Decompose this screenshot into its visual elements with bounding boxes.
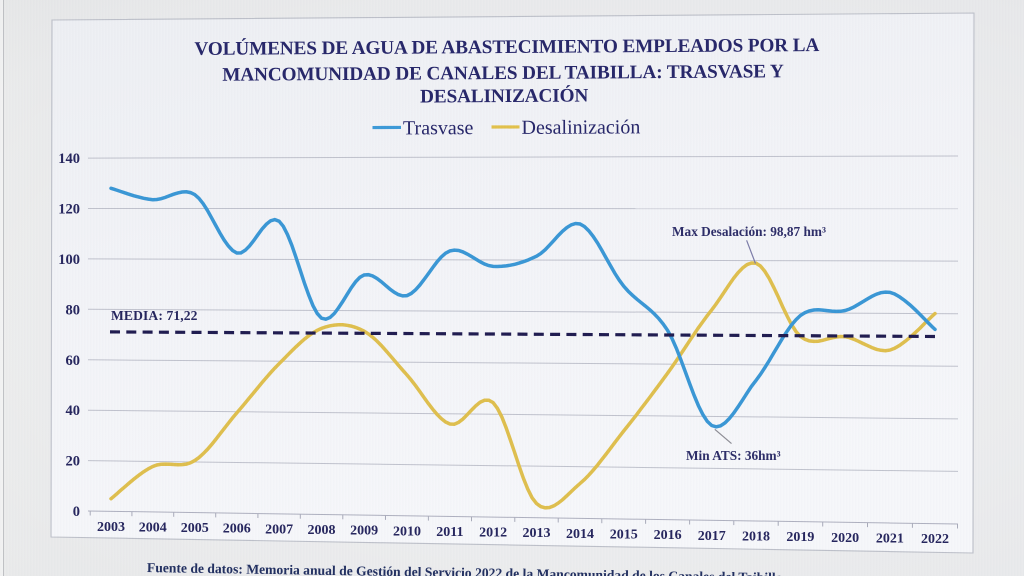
svg-text:2011: 2011: [436, 525, 463, 540]
svg-text:MEDIA: 71,22: MEDIA: 71,22: [111, 308, 198, 323]
svg-text:120: 120: [58, 202, 80, 218]
svg-text:2020: 2020: [831, 531, 859, 546]
svg-text:20: 20: [66, 454, 81, 470]
svg-text:40: 40: [66, 403, 81, 419]
svg-text:80: 80: [66, 302, 81, 318]
svg-text:2017: 2017: [698, 529, 726, 544]
svg-text:2010: 2010: [393, 524, 421, 539]
svg-text:Max Desalación: 98,87 hm³: Max Desalación: 98,87 hm³: [672, 224, 826, 239]
svg-text:2004: 2004: [139, 521, 167, 536]
svg-text:2008: 2008: [308, 523, 336, 538]
svg-text:VOLÚMENES DE AGUA DE ABASTECIM: VOLÚMENES DE AGUA DE ABASTECIMIENTO EMPL…: [194, 34, 819, 60]
svg-text:2014: 2014: [566, 527, 594, 542]
svg-text:2009: 2009: [350, 524, 378, 539]
svg-text:Desalinización: Desalinización: [521, 116, 640, 139]
svg-text:DESALINIZACIÓN: DESALINIZACIÓN: [420, 85, 589, 108]
svg-text:140: 140: [58, 151, 80, 167]
svg-text:2005: 2005: [181, 521, 209, 536]
svg-text:Trasvase: Trasvase: [403, 117, 474, 139]
svg-text:100: 100: [58, 252, 80, 268]
svg-text:2019: 2019: [786, 530, 814, 545]
svg-text:60: 60: [66, 353, 81, 369]
svg-text:2006: 2006: [223, 522, 251, 537]
svg-text:2003: 2003: [97, 520, 125, 535]
svg-text:Min ATS: 36hm³: Min ATS: 36hm³: [686, 448, 781, 463]
svg-text:Fuente de datos: Memoria anual: Fuente de datos: Memoria anual de Gestió…: [147, 560, 783, 576]
svg-text:2016: 2016: [654, 528, 682, 543]
svg-text:2007: 2007: [265, 522, 293, 537]
svg-text:2012: 2012: [479, 526, 507, 541]
svg-text:2013: 2013: [523, 526, 551, 541]
svg-text:2022: 2022: [921, 532, 949, 547]
svg-text:MANCOMUNIDAD DE CANALES DEL TA: MANCOMUNIDAD DE CANALES DEL TAIBILLA: TR…: [222, 61, 784, 85]
svg-text:0: 0: [73, 504, 80, 520]
svg-text:2021: 2021: [876, 532, 904, 547]
svg-text:2018: 2018: [742, 530, 770, 545]
svg-text:2015: 2015: [610, 528, 638, 543]
